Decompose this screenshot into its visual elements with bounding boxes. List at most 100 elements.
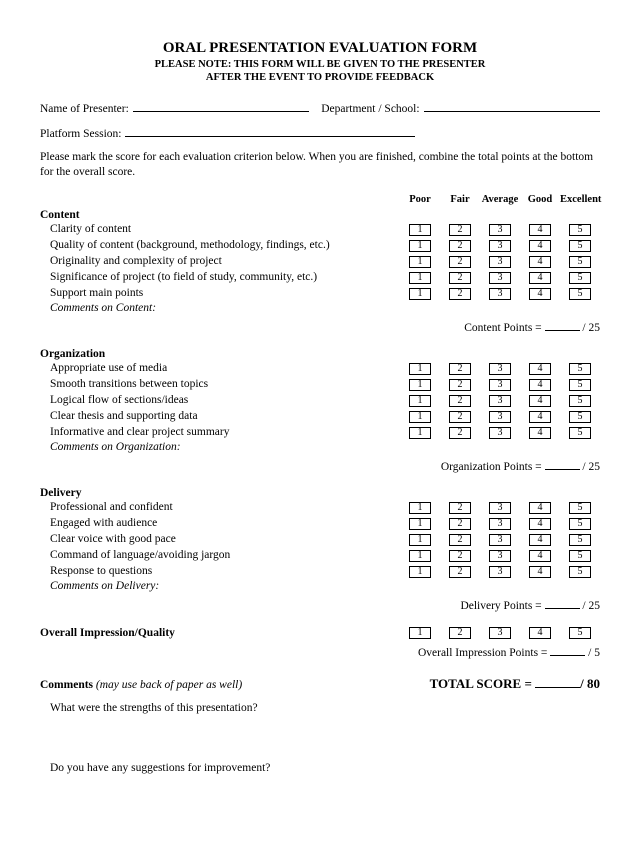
delivery-box-4-2[interactable]: 2 [449, 566, 471, 578]
organization-points-line: Organization Points = / 25 [40, 459, 600, 473]
organization-box-0-3[interactable]: 3 [489, 363, 511, 375]
organization-box-4-2[interactable]: 2 [449, 427, 471, 439]
delivery-box-2-4[interactable]: 4 [529, 534, 551, 546]
content-box-2-3[interactable]: 3 [489, 256, 511, 268]
delivery-points-blank[interactable] [545, 598, 580, 609]
delivery-box-1-2[interactable]: 2 [449, 518, 471, 530]
content-box-4-5[interactable]: 5 [569, 288, 591, 300]
delivery-box-3-3[interactable]: 3 [489, 550, 511, 562]
content-box-0-1[interactable]: 1 [409, 224, 431, 236]
overall-box-3[interactable]: 3 [489, 627, 511, 639]
content-box-2-1[interactable]: 1 [409, 256, 431, 268]
organization-label-4: Informative and clear project summary [40, 426, 400, 438]
total-blank[interactable] [535, 676, 580, 688]
organization-box-2-4[interactable]: 4 [529, 395, 551, 407]
delivery-box-0-5[interactable]: 5 [569, 502, 591, 514]
content-box-0-2[interactable]: 2 [449, 224, 471, 236]
delivery-box-3-5[interactable]: 5 [569, 550, 591, 562]
content-box-3-2[interactable]: 2 [449, 272, 471, 284]
content-box-1-2[interactable]: 2 [449, 240, 471, 252]
organization-box-2-1[interactable]: 1 [409, 395, 431, 407]
overall-box-1[interactable]: 1 [409, 627, 431, 639]
organization-box-1-1[interactable]: 1 [409, 379, 431, 391]
organization-box-3-4[interactable]: 4 [529, 411, 551, 423]
content-box-1-1[interactable]: 1 [409, 240, 431, 252]
content-box-0-4[interactable]: 4 [529, 224, 551, 236]
name-label: Name of Presenter: [40, 103, 129, 115]
delivery-box-4-4[interactable]: 4 [529, 566, 551, 578]
organization-box-4-4[interactable]: 4 [529, 427, 551, 439]
organization-box-0-4[interactable]: 4 [529, 363, 551, 375]
organization-box-4-1[interactable]: 1 [409, 427, 431, 439]
organization-box-1-4[interactable]: 4 [529, 379, 551, 391]
dept-input-line[interactable] [424, 100, 600, 112]
content-box-1-3[interactable]: 3 [489, 240, 511, 252]
delivery-box-4-1[interactable]: 1 [409, 566, 431, 578]
content-box-3-3[interactable]: 3 [489, 272, 511, 284]
organization-box-2-3[interactable]: 3 [489, 395, 511, 407]
delivery-box-4-3[interactable]: 3 [489, 566, 511, 578]
content-box-3-4[interactable]: 4 [529, 272, 551, 284]
delivery-box-1-4[interactable]: 4 [529, 518, 551, 530]
delivery-box-0-1[interactable]: 1 [409, 502, 431, 514]
delivery-box-0-3[interactable]: 3 [489, 502, 511, 514]
delivery-box-0-4[interactable]: 4 [529, 502, 551, 514]
content-box-4-2[interactable]: 2 [449, 288, 471, 300]
delivery-box-0-2[interactable]: 2 [449, 502, 471, 514]
organization-label-1: Smooth transitions between topics [40, 378, 400, 390]
content-box-2-5[interactable]: 5 [569, 256, 591, 268]
content-box-4-4[interactable]: 4 [529, 288, 551, 300]
content-box-4-1[interactable]: 1 [409, 288, 431, 300]
content-box-0-3[interactable]: 3 [489, 224, 511, 236]
delivery-box-1-5[interactable]: 5 [569, 518, 591, 530]
content-box-4-3[interactable]: 3 [489, 288, 511, 300]
delivery-box-2-1[interactable]: 1 [409, 534, 431, 546]
organization-box-2-2[interactable]: 2 [449, 395, 471, 407]
organization-box-2-5[interactable]: 5 [569, 395, 591, 407]
overall-box-4[interactable]: 4 [529, 627, 551, 639]
organization-box-1-3[interactable]: 3 [489, 379, 511, 391]
organization-box-3-3[interactable]: 3 [489, 411, 511, 423]
content-box-0-5[interactable]: 5 [569, 224, 591, 236]
organization-row-2: Logical flow of sections/ideas12345 [40, 392, 600, 408]
content-box-1-4[interactable]: 4 [529, 240, 551, 252]
organization-box-3-1[interactable]: 1 [409, 411, 431, 423]
content-box-2-2[interactable]: 2 [449, 256, 471, 268]
organization-title: Organization [40, 348, 600, 360]
delivery-box-4-5[interactable]: 5 [569, 566, 591, 578]
overall-box-2[interactable]: 2 [449, 627, 471, 639]
organization-box-0-1[interactable]: 1 [409, 363, 431, 375]
overall-box-5[interactable]: 5 [569, 627, 591, 639]
delivery-box-3-4[interactable]: 4 [529, 550, 551, 562]
overall-points-blank[interactable] [550, 645, 585, 656]
platform-input-line[interactable] [125, 125, 415, 137]
content-row-4: Support main points12345 [40, 285, 600, 301]
content-box-3-5[interactable]: 5 [569, 272, 591, 284]
content-box-1-5[interactable]: 5 [569, 240, 591, 252]
content-points-blank[interactable] [545, 320, 580, 331]
delivery-row-2: Clear voice with good pace12345 [40, 531, 600, 547]
organization-box-1-5[interactable]: 5 [569, 379, 591, 391]
organization-box-0-2[interactable]: 2 [449, 363, 471, 375]
content-box-2-4[interactable]: 4 [529, 256, 551, 268]
delivery-comments-label: Comments on Delivery: [40, 580, 600, 592]
organization-box-4-3[interactable]: 3 [489, 427, 511, 439]
organization-points-max: / 25 [582, 461, 600, 473]
organization-box-3-5[interactable]: 5 [569, 411, 591, 423]
delivery-box-1-3[interactable]: 3 [489, 518, 511, 530]
delivery-box-2-2[interactable]: 2 [449, 534, 471, 546]
delivery-box-2-3[interactable]: 3 [489, 534, 511, 546]
organization-box-4-5[interactable]: 5 [569, 427, 591, 439]
organization-points-blank[interactable] [545, 459, 580, 470]
name-input-line[interactable] [133, 100, 309, 112]
content-box-3-1[interactable]: 1 [409, 272, 431, 284]
organization-box-1-2[interactable]: 2 [449, 379, 471, 391]
delivery-box-1-1[interactable]: 1 [409, 518, 431, 530]
delivery-box-3-2[interactable]: 2 [449, 550, 471, 562]
delivery-box-2-5[interactable]: 5 [569, 534, 591, 546]
organization-box-3-2[interactable]: 2 [449, 411, 471, 423]
organization-box-0-5[interactable]: 5 [569, 363, 591, 375]
content-row-2: Originality and complexity of project123… [40, 253, 600, 269]
delivery-box-3-1[interactable]: 1 [409, 550, 431, 562]
delivery-label-1: Engaged with audience [40, 517, 400, 529]
